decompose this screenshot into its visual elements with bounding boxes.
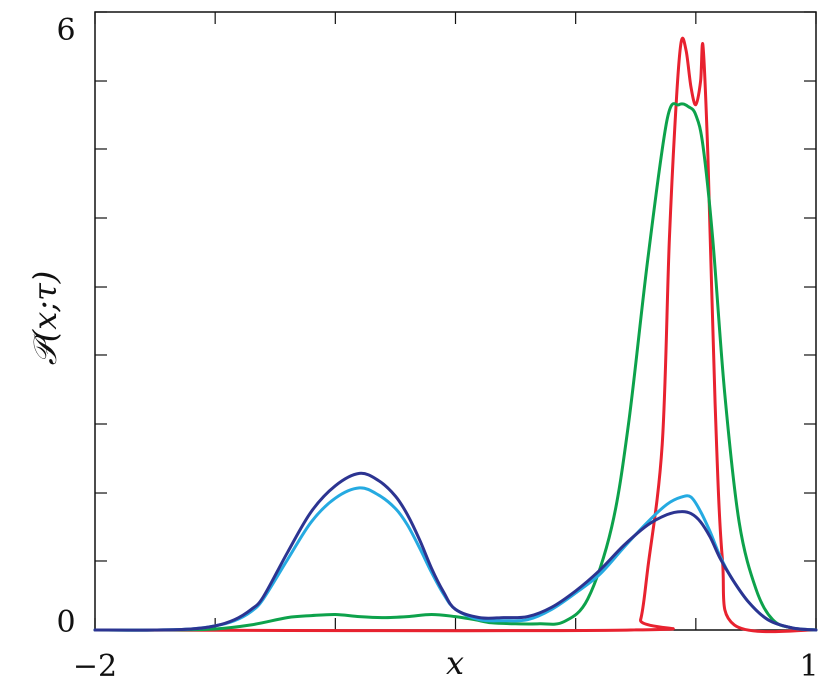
series-line-3 [93, 471, 818, 632]
series-line-1 [93, 102, 818, 632]
y-tick-label-max: 6 [56, 13, 75, 48]
y-axis-label: 𝒫(x;τ) [26, 271, 64, 366]
x-tick-label-max: 1 [799, 649, 818, 683]
tick-marks [94, 11, 817, 631]
series-line-0 [93, 36, 818, 634]
y-tick-label-min: 0 [56, 605, 75, 640]
x-tick-label-min: −2 [73, 649, 117, 683]
series-lines [93, 36, 818, 634]
plot-frame [94, 11, 817, 631]
x-axis-label: x [446, 644, 464, 682]
